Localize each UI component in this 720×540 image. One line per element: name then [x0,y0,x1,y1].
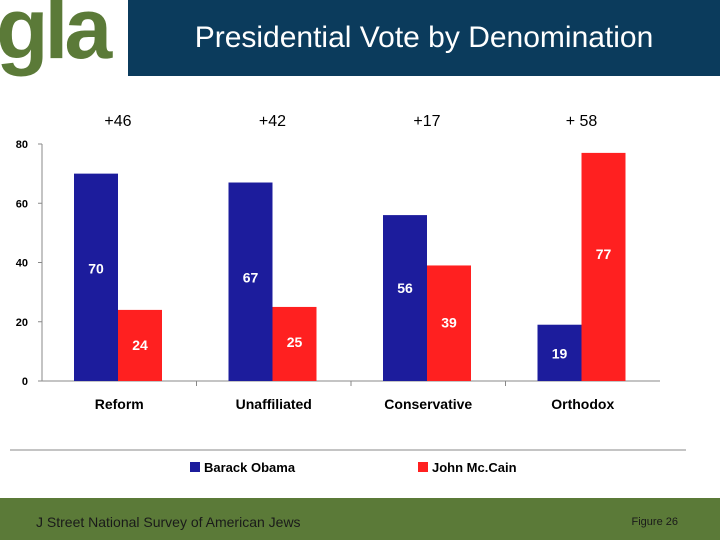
y-tick-label: 40 [16,258,28,270]
legend-label: John Mc.Cain [432,460,517,475]
bar-obama [228,182,273,381]
data-label-obama: 56 [397,280,413,296]
footer-source: J Street National Survey of American Jew… [36,514,301,530]
gqr-logo: gla [0,0,128,76]
bar-chart: 0 20 40 60 80 70 24 +46 Reform 67 25 +42 Unaffiliate… [10,113,686,475]
data-label-mccain: 77 [596,246,612,262]
bar-mccain [272,306,317,381]
logo-text: gla [0,0,112,77]
margin-label: +17 [413,113,440,130]
bar-obama [74,173,118,381]
margin-label: +46 [104,113,131,130]
category-label: Reform [95,396,144,412]
category-label: Orthodox [551,396,614,412]
y-tick-label: 60 [16,198,28,210]
page-title: Presidential Vote by Denomination [194,21,654,54]
data-label-obama: 19 [552,346,568,362]
y-tick-label: 80 [16,139,28,151]
margin-label: + 58 [566,113,598,130]
data-label-mccain: 24 [132,337,148,353]
data-label-obama: 70 [88,261,104,277]
legend-swatch-obama [190,462,200,472]
header-bar: gla Presidential Vote by Denomination [0,0,720,76]
margin-label: +42 [259,113,286,130]
data-label-mccain: 25 [287,334,303,350]
bar-mccain [427,265,471,381]
data-label-obama: 67 [243,270,259,286]
category-label: Conservative [384,396,472,412]
category-label: Unaffiliated [236,396,312,412]
bar-obama [383,215,427,381]
y-tick-label: 20 [16,317,28,329]
bar-mccain [118,309,162,381]
y-tick-label: 0 [22,376,28,388]
legend-swatch-mccain [418,462,428,472]
bar-obama [537,324,582,381]
bar-mccain [581,152,626,381]
data-label-mccain: 39 [441,314,457,330]
figure-number: Figure 26 [631,516,678,528]
footer-bar: J Street National Survey of American Jew… [0,498,720,540]
legend-label: Barack Obama [204,460,296,475]
